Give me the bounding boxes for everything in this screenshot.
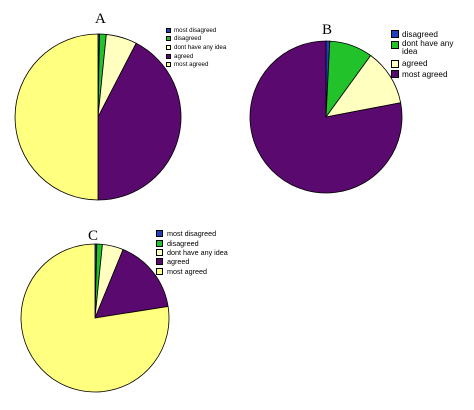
pie-c [20, 243, 170, 393]
legend-swatch [391, 30, 399, 39]
legend-label: disagreed [402, 29, 438, 39]
pie-slice [249, 40, 403, 194]
legend-label: most disagreed [167, 229, 217, 239]
legend-label: dont have any idea [174, 43, 227, 51]
legend-label: most agreed [174, 61, 209, 69]
legend-swatch [166, 36, 171, 42]
legend-label: most agreed [167, 266, 207, 276]
legend-label: agreed [402, 59, 428, 69]
legend-label: most agreed [402, 69, 448, 79]
legend-swatch [156, 239, 163, 247]
legend-item: most disagreed [156, 229, 228, 238]
chart-title: C [88, 228, 99, 244]
pie-slice [94, 249, 169, 319]
legend-label: most disagreed [174, 26, 217, 34]
legend-item: agreed [156, 257, 228, 266]
pie-slice [14, 33, 99, 201]
legend-label: dont have any idea [167, 247, 228, 257]
legend-swatch [391, 59, 399, 68]
legend: most disagreed disagreed dont have any i… [156, 229, 228, 276]
legend-swatch [166, 44, 171, 50]
legend-item: agreed [391, 59, 464, 70]
legend-swatch [166, 53, 171, 59]
legend: disagreed dont have any idea agreed most… [391, 29, 464, 80]
legend: most disagreed disagreed dont have any i… [166, 26, 226, 69]
legend-swatch [166, 62, 171, 68]
legend-item: disagreed [156, 238, 228, 248]
legend-label: dont have any idea [402, 38, 454, 56]
legend-swatch [156, 230, 163, 238]
pie-slice [97, 42, 182, 201]
legend-swatch [391, 40, 399, 49]
legend-swatch [391, 70, 399, 79]
legend-label: disagreed [167, 238, 199, 248]
pie-chart-b: B disagreed dont have any idea agreed mo… [237, 0, 474, 205]
legend-item: disagreed [391, 29, 464, 40]
pie-slice [20, 243, 170, 393]
pie-b [249, 40, 403, 194]
legend-label: agreed [167, 257, 190, 267]
legend-item: agreed [166, 52, 226, 61]
legend-swatch [156, 267, 163, 275]
legend-item: most agreed [156, 267, 228, 276]
pie-a [14, 33, 182, 201]
legend-item: dont have any idea [166, 43, 226, 52]
legend-swatch [166, 27, 171, 33]
pie-chart-c: C most disagreed disagreed dont have any… [0, 205, 237, 410]
legend-label: disagreed [174, 35, 202, 43]
pie-chart-a: A most disagreed disagreed dont have any… [0, 0, 237, 205]
legend-item: disagreed [166, 35, 226, 44]
legend-item: most agreed [391, 69, 464, 80]
legend-swatch [156, 248, 163, 256]
legend-item: most agreed [166, 60, 226, 69]
chart-title: B [322, 22, 333, 38]
chart-title: A [95, 11, 106, 27]
legend-swatch [156, 258, 163, 266]
legend-label: agreed [174, 52, 194, 60]
legend-item: most disagreed [166, 26, 226, 35]
legend-item: dont have any idea [391, 38, 464, 59]
legend-item: dont have any idea [156, 248, 228, 257]
